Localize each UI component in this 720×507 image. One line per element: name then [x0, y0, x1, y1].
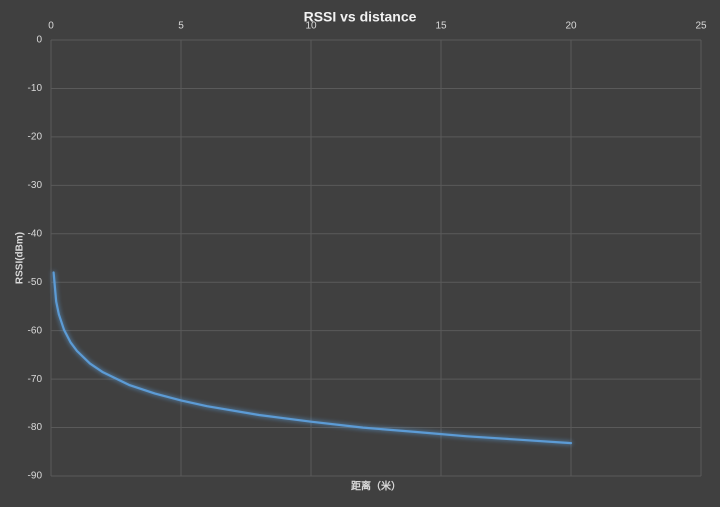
y-tick-label: -40: [28, 228, 43, 239]
x-tick-label: 15: [435, 21, 447, 32]
x-tick-label: 0: [48, 21, 54, 32]
y-tick-label: -30: [28, 180, 43, 191]
y-tick-label: -10: [28, 83, 43, 94]
x-axis-title: 距离（米）: [351, 480, 401, 493]
y-tick-label: -80: [28, 422, 43, 433]
y-tick-label: 0: [36, 35, 42, 46]
y-tick-label: -60: [28, 325, 43, 336]
y-axis-title: RSSI(dBm): [15, 232, 26, 284]
x-tick-label: 25: [695, 21, 707, 32]
y-tick-label: -70: [28, 374, 43, 385]
x-tick-label: 20: [565, 21, 577, 32]
data-line: [52, 271, 573, 445]
x-tick-label: 10: [305, 21, 317, 32]
chart-title: RSSI vs distance: [304, 9, 417, 25]
y-tick-label: -20: [28, 132, 43, 143]
x-tick-label: 5: [178, 21, 184, 32]
y-tick-label: -90: [28, 471, 43, 482]
y-tick-label: -50: [28, 277, 43, 288]
